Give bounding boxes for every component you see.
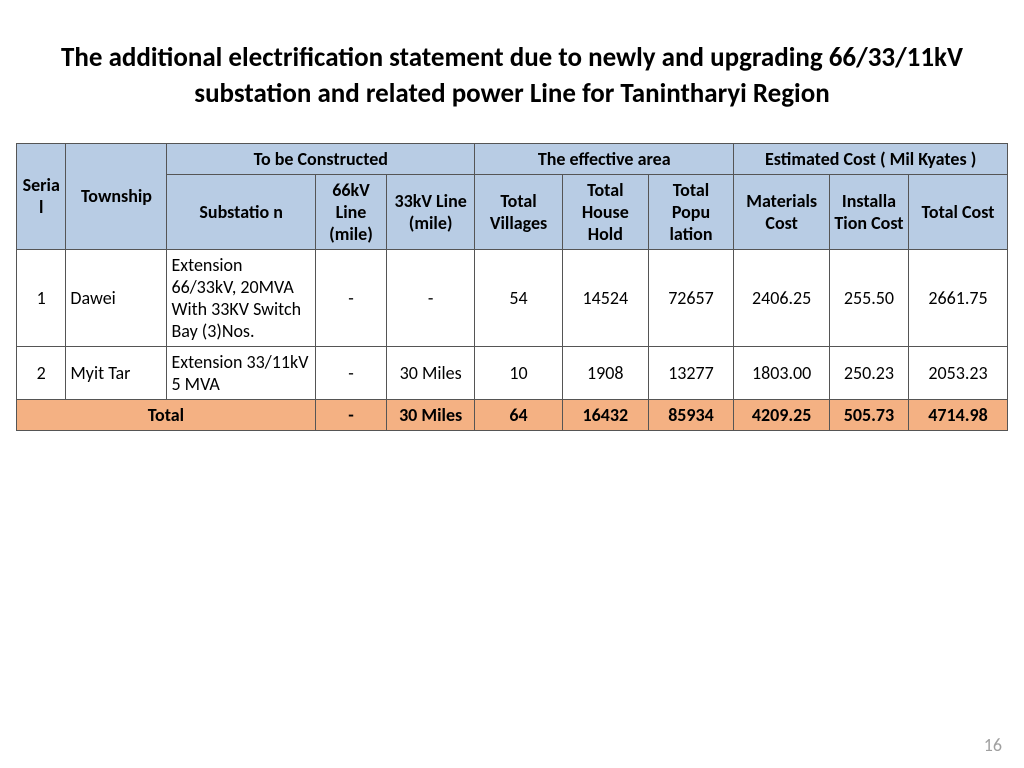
th-33kv: 33kV Line (mile) bbox=[387, 174, 475, 249]
th-population: Total Popu lation bbox=[648, 174, 734, 249]
cell-serial: 2 bbox=[17, 346, 66, 399]
cell-total-materials: 4209.25 bbox=[734, 399, 830, 430]
cell-household: 1908 bbox=[562, 346, 648, 399]
cell-substation: Extension 66/33kV, 20MVA With 33KV Switc… bbox=[167, 249, 315, 346]
cell-township: Dawei bbox=[66, 249, 167, 346]
slide-title: The additional electrification statement… bbox=[46, 40, 978, 113]
cell-totalcost: 2661.75 bbox=[909, 249, 1008, 346]
cell-total-66kv: - bbox=[315, 399, 386, 430]
cell-township: Myit Tar bbox=[66, 346, 167, 399]
cell-total-population: 85934 bbox=[648, 399, 734, 430]
data-table: Serial Township To be Constructed The ef… bbox=[16, 143, 1008, 431]
cell-household: 14524 bbox=[562, 249, 648, 346]
th-serial: Serial bbox=[17, 143, 66, 249]
cell-materials: 1803.00 bbox=[734, 346, 830, 399]
cell-33kv: 30 Miles bbox=[387, 346, 475, 399]
cell-serial: 1 bbox=[17, 249, 66, 346]
cell-villages: 54 bbox=[475, 249, 563, 346]
table-row: 1 Dawei Extension 66/33kV, 20MVA With 33… bbox=[17, 249, 1008, 346]
th-materials: Materials Cost bbox=[734, 174, 830, 249]
th-installation: Installa Tion Cost bbox=[829, 174, 908, 249]
th-substation: Substatio n bbox=[167, 174, 315, 249]
table-body: 1 Dawei Extension 66/33kV, 20MVA With 33… bbox=[17, 249, 1008, 430]
th-effective-area: The effective area bbox=[475, 143, 734, 174]
th-villages: Total Villages bbox=[475, 174, 563, 249]
th-66kv: 66kV Line (mile) bbox=[315, 174, 386, 249]
th-to-be-constructed: To be Constructed bbox=[167, 143, 475, 174]
cell-installation: 255.50 bbox=[829, 249, 908, 346]
table-row: 2 Myit Tar Extension 33/11kV 5 MVA - 30 … bbox=[17, 346, 1008, 399]
cell-total-villages: 64 bbox=[475, 399, 563, 430]
cell-33kv: - bbox=[387, 249, 475, 346]
th-township: Township bbox=[66, 143, 167, 249]
th-estimated-cost: Estimated Cost ( Mil Kyates ) bbox=[734, 143, 1008, 174]
cell-total-totalcost: 4714.98 bbox=[909, 399, 1008, 430]
cell-66kv: - bbox=[315, 249, 386, 346]
cell-villages: 10 bbox=[475, 346, 563, 399]
cell-substation: Extension 33/11kV 5 MVA bbox=[167, 346, 315, 399]
cell-installation: 250.23 bbox=[829, 346, 908, 399]
page-number: 16 bbox=[984, 734, 1002, 756]
table-head: Serial Township To be Constructed The ef… bbox=[17, 143, 1008, 249]
cell-total-installation: 505.73 bbox=[829, 399, 908, 430]
cell-total-label: Total bbox=[17, 399, 316, 430]
cell-materials: 2406.25 bbox=[734, 249, 830, 346]
th-totalcost: Total Cost bbox=[909, 174, 1008, 249]
cell-population: 13277 bbox=[648, 346, 734, 399]
cell-total-household: 16432 bbox=[562, 399, 648, 430]
th-household: Total House Hold bbox=[562, 174, 648, 249]
slide: The additional electrification statement… bbox=[0, 0, 1024, 768]
cell-total-33kv: 30 Miles bbox=[387, 399, 475, 430]
cell-totalcost: 2053.23 bbox=[909, 346, 1008, 399]
cell-population: 72657 bbox=[648, 249, 734, 346]
cell-66kv: - bbox=[315, 346, 386, 399]
total-row: Total - 30 Miles 64 16432 85934 4209.25 … bbox=[17, 399, 1008, 430]
